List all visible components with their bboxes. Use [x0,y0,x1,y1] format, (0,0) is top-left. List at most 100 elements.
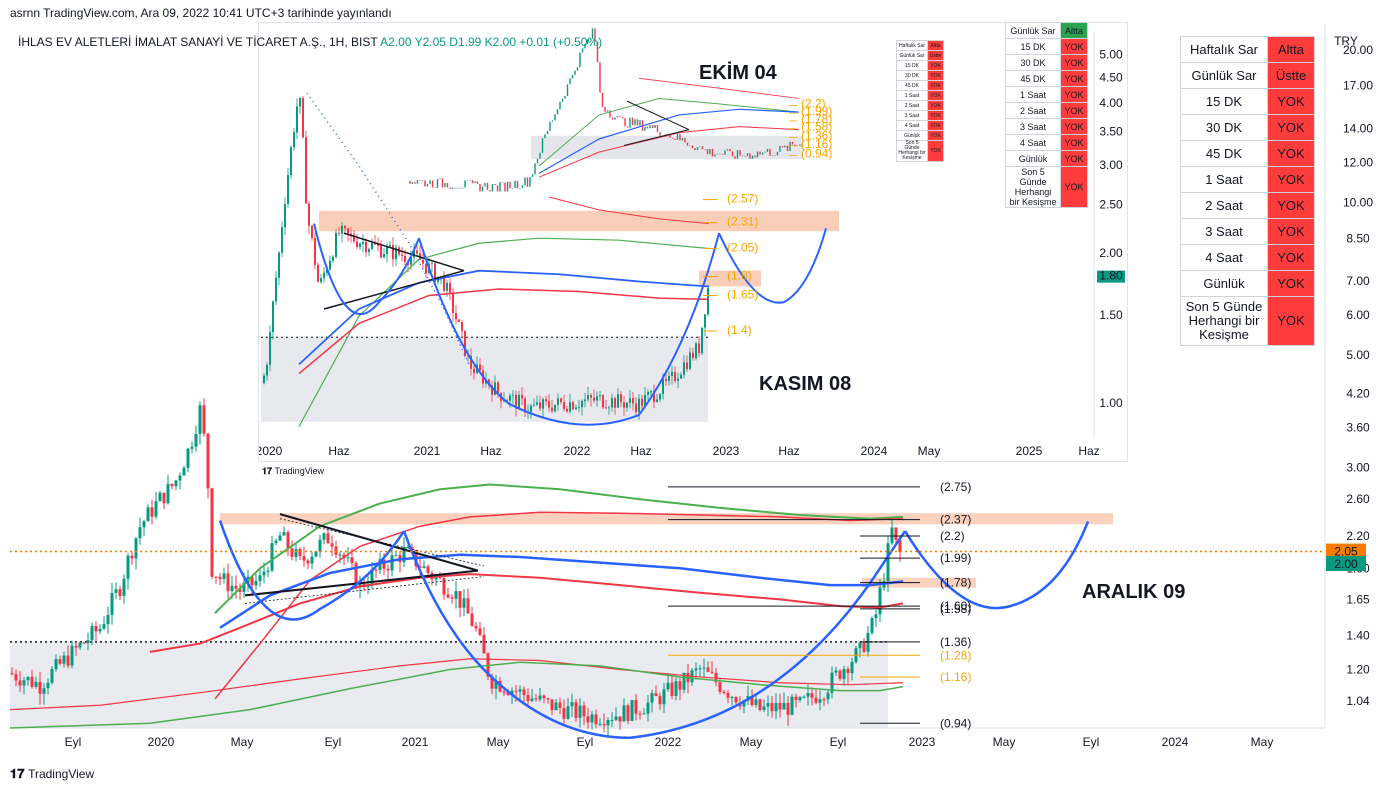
y-tick-label: 12.00 [1343,155,1373,169]
signal-value: YOK [1267,140,1315,167]
cup-arc-2 [402,530,907,740]
candle-body [322,533,326,540]
inset2-candle-body [706,149,709,155]
inset-candle-body [413,250,415,258]
signal-row: Haftalık Sar Altta [896,40,944,51]
inset2-candle-body [771,155,774,156]
candle-body [174,480,178,487]
inset-candle-body [620,394,622,403]
signal-label: 4 Saat [1005,134,1061,151]
inset2-candle-body [714,154,716,157]
candle-body [674,681,678,696]
signal-table: Haftalık Sar Altta Günlük Sar Üstte 15 DK YOK… [1180,36,1315,346]
candle-body [46,682,50,689]
inset-triangle-upper [343,232,465,272]
inset-candle-body [479,364,481,371]
inset-candles [263,96,709,420]
signal-label: Günlük [896,130,928,141]
candle-body [526,695,530,701]
candle-body [538,695,542,700]
signal-value: YOK [1267,296,1315,346]
inset2-candle-body [756,151,759,158]
signal-value: Altta [927,40,944,51]
inset2-candle-body [481,186,484,192]
y-tick-label: 17.00 [1343,79,1373,93]
signal-label: 3 Saat [1180,218,1268,245]
inset-x-tick: 2024 [861,444,888,458]
signal-value: YOK [927,120,944,131]
inset-candle-body [389,244,391,247]
inset2-candle-body [479,183,481,192]
inset-x-tick: 2025 [1016,444,1043,458]
signal-row: 45 DK YOK [1005,70,1088,87]
candle-body [718,682,722,692]
y-tick-label: 14.00 [1343,121,1373,135]
inset2-candle-body [506,181,509,192]
inset-ma-red-upper [548,196,710,225]
inset-candle-body [545,399,547,402]
signal-value: YOK [927,80,944,91]
candle-body [90,625,94,641]
candle-body [390,555,394,571]
zone-resistance [220,513,1113,525]
inset2-candle-body [526,177,529,187]
signal-row: Günlük Sar Üstte [896,50,944,61]
inset-candle-body [566,408,568,412]
inset-candle-body [269,332,271,365]
symbol-name[interactable]: İHLAS EV ALETLERİ İMALAT SANAYİ VE TİCAR… [18,35,378,49]
inset-candle-body [266,364,268,376]
inset2-candle-body [421,180,424,181]
inset-candle-body [584,399,586,402]
candle-body [326,533,330,544]
inset-candle-body [443,276,445,291]
signal-label: 2 Saat [1005,102,1061,119]
fib-label: (1.16) [940,670,971,684]
inset-candle-body [686,362,688,370]
candle-body [722,691,726,694]
signal-value: YOK [1267,88,1315,115]
inset-candle-body [317,264,319,282]
candle-body [786,702,790,715]
inset2-candle-body [444,183,446,188]
candle-body [466,598,470,614]
x-tick-label: 2023 [909,735,936,749]
candle-body [750,696,754,705]
y-tick-label: 3.60 [1346,421,1370,435]
candle-body [862,642,866,652]
candle-body [62,655,66,664]
candle-body [98,628,102,632]
candle-body [810,693,814,698]
candle-body [418,566,422,568]
signal-label: Haftalık Sar [1180,36,1268,63]
y-tick-label: 1.20 [1346,662,1370,676]
candle-body [286,532,290,549]
inset-candle-body [281,227,283,253]
candle-body [570,702,574,707]
inset-candle-body [560,398,562,403]
inset2-candle-body [634,119,636,126]
inset-candle-body [587,395,589,400]
inset-candle-body [425,263,427,274]
signal-label: 1 Saat [1005,86,1061,103]
inset-candle-body [431,263,433,265]
signal-value: YOK [927,130,944,141]
inset2-ma-blue [538,108,800,174]
inset2-candle-body [454,187,456,189]
inset-candle-body [599,395,601,397]
candle-body [338,554,342,556]
inset2-candle-body [656,124,659,133]
inset-candle-body [287,175,289,205]
inset-candle-body [452,292,454,314]
signal-row: Son 5 Günde Herhangi bir Kesişme YOK [1005,166,1088,208]
inset-candle-body [623,402,625,408]
candle-body [590,714,594,723]
inset-candle-body [359,243,361,247]
inset2-candle-body [711,148,714,157]
candle-body [70,645,74,666]
inset-candle-body [329,260,331,270]
tradingview-logo[interactable]: 𝟏𝟕 TradingView [10,766,94,782]
signal-row: 15 DK YOK [1180,88,1315,115]
inset-candle-body [542,399,544,409]
inset-x-tick: Haz [630,444,651,458]
inset2-candle-body [496,185,499,192]
